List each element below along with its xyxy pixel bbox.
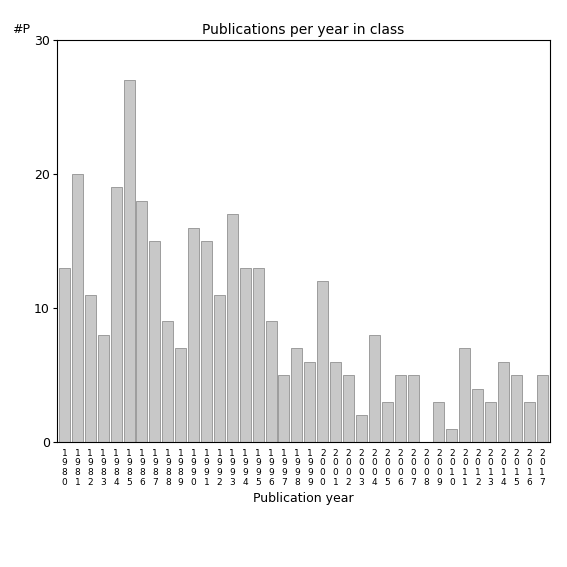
Bar <box>98 335 109 442</box>
Bar <box>524 402 535 442</box>
Bar <box>214 295 225 442</box>
Bar <box>369 335 380 442</box>
Bar <box>265 321 277 442</box>
Bar <box>59 268 70 442</box>
Bar <box>498 362 509 442</box>
Text: #P: #P <box>12 23 30 36</box>
Bar <box>395 375 405 442</box>
Bar <box>356 416 367 442</box>
Bar <box>137 201 147 442</box>
Bar <box>227 214 238 442</box>
Bar <box>188 227 199 442</box>
Bar <box>175 348 186 442</box>
X-axis label: Publication year: Publication year <box>253 492 354 505</box>
Bar <box>304 362 315 442</box>
Bar <box>511 375 522 442</box>
Bar <box>537 375 548 442</box>
Bar <box>111 187 121 442</box>
Bar <box>433 402 445 442</box>
Bar <box>253 268 264 442</box>
Bar <box>85 295 96 442</box>
Bar <box>459 348 470 442</box>
Bar <box>472 388 483 442</box>
Bar <box>291 348 302 442</box>
Bar <box>330 362 341 442</box>
Bar <box>149 241 160 442</box>
Bar <box>124 80 134 442</box>
Bar <box>201 241 212 442</box>
Bar <box>240 268 251 442</box>
Bar <box>317 281 328 442</box>
Bar <box>278 375 290 442</box>
Bar <box>408 375 418 442</box>
Bar <box>382 402 393 442</box>
Bar <box>485 402 496 442</box>
Title: Publications per year in class: Publications per year in class <box>202 23 404 37</box>
Bar <box>72 174 83 442</box>
Bar <box>343 375 354 442</box>
Bar <box>162 321 174 442</box>
Bar <box>446 429 458 442</box>
